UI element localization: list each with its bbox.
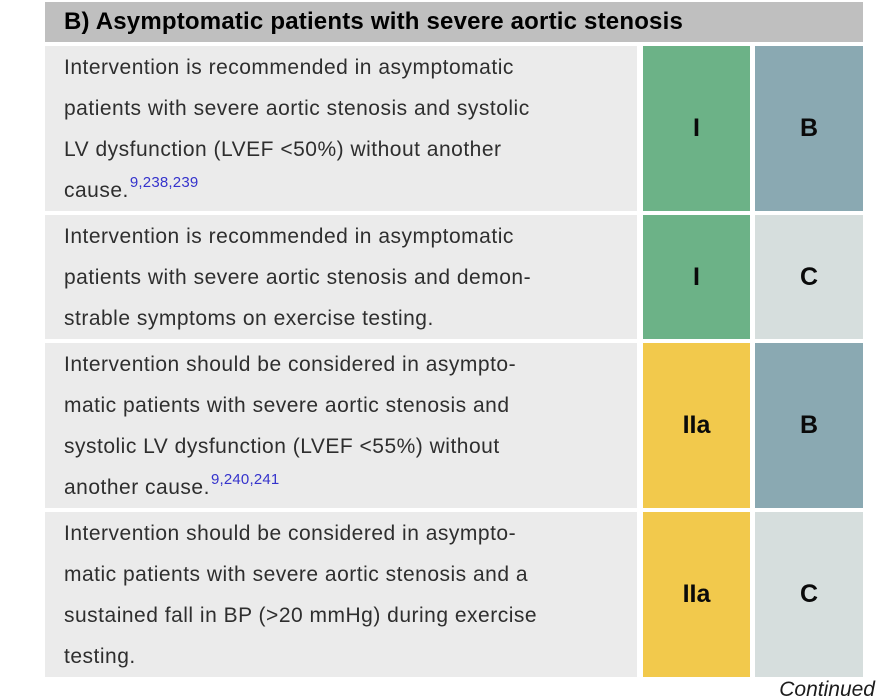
table-body: Intervention is recommended in asymptoma… [45,46,863,677]
recommendation-text: Intervention is recommended in asymptoma… [45,215,637,339]
level-badge: C [755,512,863,677]
table-row: Intervention should be considered in asy… [45,343,863,508]
class-badge: IIa [643,512,750,677]
reference-superscript[interactable]: 9,240,241 [210,471,280,488]
class-badge: I [643,215,750,339]
table-row: Intervention is recommended in asymptoma… [45,215,863,339]
table-row: Intervention should be considered in asy… [45,512,863,677]
continued-label: Continued [779,678,875,698]
table-section-header: B) Asymptomatic patients with severe aor… [45,2,863,42]
table-row: Intervention is recommended in asymptoma… [45,46,863,211]
recommendation-text: Intervention should be considered in asy… [45,343,637,508]
recommendation-text: Intervention is recommended in asymptoma… [45,46,637,211]
class-badge: I [643,46,750,211]
level-badge: B [755,46,863,211]
level-badge: B [755,343,863,508]
recommendation-text: Intervention should be considered in asy… [45,512,637,677]
reference-superscript[interactable]: 9,238,239 [129,174,199,191]
level-badge: C [755,215,863,339]
recommendations-table: B) Asymptomatic patients with severe aor… [45,2,863,677]
class-badge: IIa [643,343,750,508]
